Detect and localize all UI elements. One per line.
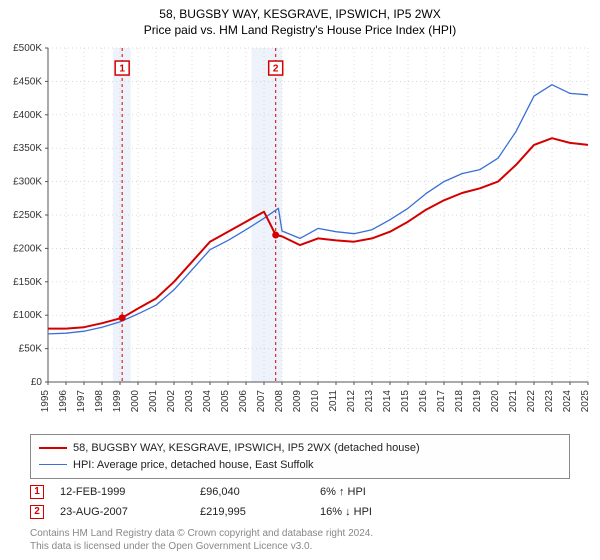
attribution: Contains HM Land Registry data © Crown c… <box>30 527 570 553</box>
svg-text:£300K: £300K <box>13 177 42 188</box>
svg-text:1996: 1996 <box>58 390 69 413</box>
svg-text:2018: 2018 <box>454 390 465 413</box>
legend-label-1: 58, BUGSBY WAY, KESGRAVE, IPSWICH, IP5 2… <box>73 440 420 457</box>
svg-text:1995: 1995 <box>40 390 51 413</box>
svg-text:2007: 2007 <box>256 390 267 413</box>
sale-date-1: 12-FEB-1999 <box>60 486 200 498</box>
chart-svg: £0 £50K £100K £150K £200K £250K £300K £350K £400… <box>0 42 600 430</box>
sales-table: 1 12-FEB-1999 £96,040 6% ↑ HPI 2 23-AUG-… <box>30 485 570 519</box>
svg-text:£250K: £250K <box>13 210 42 221</box>
sale-date-2: 23-AUG-2007 <box>60 506 200 518</box>
svg-text:2008: 2008 <box>274 390 285 413</box>
svg-text:2011: 2011 <box>328 390 339 412</box>
svg-text:2002: 2002 <box>166 390 177 413</box>
svg-text:1: 1 <box>119 64 125 75</box>
sale-price-1: £96,040 <box>200 486 320 498</box>
svg-text:£200K: £200K <box>13 243 42 254</box>
svg-text:2019: 2019 <box>472 390 483 413</box>
svg-text:2021: 2021 <box>508 390 519 413</box>
svg-text:2020: 2020 <box>490 390 501 413</box>
svg-text:2003: 2003 <box>184 390 195 413</box>
attribution-line2: This data is licensed under the Open Gov… <box>30 540 570 553</box>
svg-text:2: 2 <box>273 64 279 75</box>
svg-text:2005: 2005 <box>220 390 231 413</box>
svg-text:2006: 2006 <box>238 390 249 413</box>
svg-text:2014: 2014 <box>382 390 393 413</box>
sale-badge-1: 1 <box>30 485 44 499</box>
svg-text:1998: 1998 <box>94 390 105 413</box>
svg-text:1999: 1999 <box>112 390 123 413</box>
title-line2: Price paid vs. HM Land Registry's House … <box>0 22 600 38</box>
svg-text:2000: 2000 <box>130 390 141 413</box>
svg-text:2015: 2015 <box>400 390 411 413</box>
legend-swatch-1 <box>39 447 67 449</box>
svg-text:2009: 2009 <box>292 390 303 413</box>
svg-text:£100K: £100K <box>13 310 42 321</box>
sale-delta-1: 6% ↑ HPI <box>320 486 450 498</box>
svg-text:2013: 2013 <box>364 390 375 413</box>
svg-text:2010: 2010 <box>310 390 321 413</box>
svg-text:2016: 2016 <box>418 390 429 413</box>
svg-text:£400K: £400K <box>13 110 42 121</box>
attribution-line1: Contains HM Land Registry data © Crown c… <box>30 527 570 540</box>
svg-text:£150K: £150K <box>13 277 42 288</box>
sale-badge-2: 2 <box>30 505 44 519</box>
svg-text:2017: 2017 <box>436 390 447 413</box>
legend-box: 58, BUGSBY WAY, KESGRAVE, IPSWICH, IP5 2… <box>30 434 570 479</box>
svg-text:2024: 2024 <box>562 390 573 413</box>
svg-text:£350K: £350K <box>13 143 42 154</box>
title-line1: 58, BUGSBY WAY, KESGRAVE, IPSWICH, IP5 2… <box>0 6 600 22</box>
svg-text:£0: £0 <box>31 377 43 388</box>
legend-swatch-2 <box>39 464 67 465</box>
svg-text:£500K: £500K <box>13 43 42 54</box>
chart-area: £0 £50K £100K £150K £200K £250K £300K £350K £400… <box>0 42 600 430</box>
svg-text:2001: 2001 <box>148 390 159 413</box>
legend-row-2: HPI: Average price, detached house, East… <box>39 457 561 474</box>
legend-label-2: HPI: Average price, detached house, East… <box>73 457 314 474</box>
svg-text:£50K: £50K <box>19 344 43 355</box>
legend-row-1: 58, BUGSBY WAY, KESGRAVE, IPSWICH, IP5 2… <box>39 440 561 457</box>
svg-text:2022: 2022 <box>526 390 537 413</box>
svg-text:2023: 2023 <box>544 390 555 413</box>
svg-text:£450K: £450K <box>13 76 42 87</box>
svg-text:2004: 2004 <box>202 390 213 413</box>
sale-price-2: £219,995 <box>200 506 320 518</box>
svg-text:2025: 2025 <box>580 390 591 413</box>
sale-delta-2: 16% ↓ HPI <box>320 506 450 518</box>
chart-title-block: 58, BUGSBY WAY, KESGRAVE, IPSWICH, IP5 2… <box>0 0 600 38</box>
svg-text:2012: 2012 <box>346 390 357 413</box>
svg-text:1997: 1997 <box>76 390 87 413</box>
footer-block: 58, BUGSBY WAY, KESGRAVE, IPSWICH, IP5 2… <box>30 434 570 553</box>
